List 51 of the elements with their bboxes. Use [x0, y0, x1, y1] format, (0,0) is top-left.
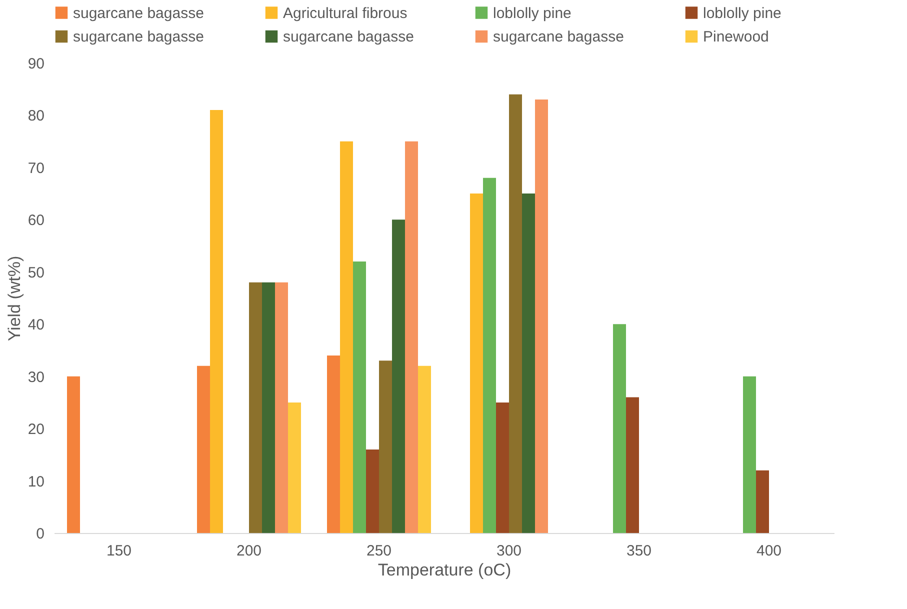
y-tick-label: 50 [28, 264, 44, 282]
bar [483, 178, 496, 533]
y-tick-label: 90 [28, 56, 44, 72]
x-axis-title: Temperature (oC) [378, 560, 512, 580]
bar [288, 402, 301, 533]
legend-label: Pinewood [703, 28, 769, 46]
x-tick-label: 200 [236, 542, 262, 560]
bar [249, 282, 262, 533]
y-tick-label: 80 [28, 108, 44, 125]
legend-label: sugarcane bagasse [493, 28, 624, 46]
x-tick-label: 300 [496, 542, 522, 560]
legend-label: loblolly pine [703, 4, 782, 22]
bar [340, 141, 353, 533]
legend-label: sugarcane bagasse [283, 28, 414, 46]
y-tick-label: 20 [28, 421, 44, 438]
legend-label: Agricultural fibrous [283, 4, 408, 22]
bar [327, 355, 340, 533]
x-tick-label: 150 [106, 542, 132, 560]
bar [509, 94, 522, 533]
bar [418, 366, 431, 533]
legend-label: loblolly pine [493, 4, 572, 22]
bar [275, 282, 288, 533]
y-axis-title: Yield (wt%) [4, 256, 24, 342]
bar [756, 470, 769, 533]
y-tick-label: 30 [28, 368, 44, 386]
y-tick-label: 0 [36, 526, 44, 542]
legend-label: sugarcane bagasse [73, 4, 204, 22]
bar [470, 194, 483, 533]
bar [522, 194, 535, 533]
bar [379, 360, 392, 533]
y-tick-label: 70 [28, 160, 44, 177]
bar [743, 376, 756, 533]
bar [262, 282, 275, 533]
bar [210, 110, 223, 533]
x-tick-label: 400 [756, 542, 782, 560]
bar [366, 449, 379, 533]
y-tick-label: 60 [28, 212, 44, 230]
bar [496, 402, 509, 533]
bar [626, 397, 639, 533]
bar [353, 261, 366, 533]
legend-label: sugarcane bagasse [73, 28, 204, 46]
bar [535, 100, 548, 533]
bar [405, 141, 418, 533]
bar [392, 220, 405, 533]
bar [613, 324, 626, 533]
x-tick-label: 350 [626, 542, 652, 560]
x-tick-label: 250 [366, 542, 392, 560]
y-tick-label: 10 [28, 473, 44, 490]
bar [197, 366, 210, 533]
bar [67, 376, 80, 533]
y-tick-label: 40 [28, 316, 44, 334]
